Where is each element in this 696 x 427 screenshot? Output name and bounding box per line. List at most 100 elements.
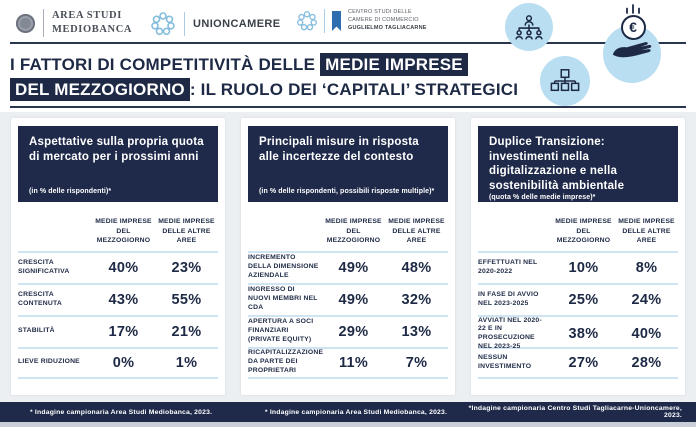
row-label: INGRESSO DI NUOVI MEMBRI NEL CDA bbox=[248, 286, 318, 311]
row-label: STABILITÀ bbox=[18, 327, 55, 335]
value-mezzogiorno: 11% bbox=[338, 354, 369, 371]
panels: Aspettative sulla propria quota di merca… bbox=[11, 118, 685, 395]
title-line2: DEL MEZZOGIORNO: IL RUOLO DEI ‘CAPITALI’… bbox=[10, 77, 518, 102]
table-row: NESSUN INVESTIMENTO 27% 28% bbox=[478, 346, 678, 379]
col-header-altre-aree: MEDIE IMPRESE DELLE ALTRE AREE bbox=[618, 218, 675, 245]
row-label: INCREMENTO DELLA DIMENSIONE AZIENDALE bbox=[248, 254, 319, 279]
data-table: MEDIE IMPRESE DEL MEZZOGIORNO MEDIE IMPR… bbox=[478, 217, 678, 379]
value-altre-aree: 7% bbox=[405, 354, 428, 371]
value-mezzogiorno: 49% bbox=[338, 291, 369, 308]
footnote-bar: * Indagine campionaria Area Studi Mediob… bbox=[0, 402, 696, 422]
bottom-strip bbox=[0, 422, 696, 427]
unioncamere-label: UNIONCAMERE bbox=[193, 18, 281, 30]
table-row: INCREMENTO DELLA DIMENSIONE AZIENDALE 49… bbox=[248, 250, 448, 283]
col-header-mezzogiorno: MEDIE IMPRESE DEL MEZZOGIORNO bbox=[325, 218, 382, 245]
falling-lines-icon bbox=[626, 4, 640, 14]
panel-misure-risposta: Principali misure in risposta alle incer… bbox=[241, 118, 455, 395]
row-label: NESSUN INVESTIMENTO bbox=[478, 353, 532, 370]
panel-heading-box: Aspettative sulla propria quota di merca… bbox=[18, 126, 218, 202]
header-rule bbox=[10, 42, 686, 44]
col-header-altre-aree: MEDIE IMPRESE DELLE ALTRE AREE bbox=[158, 218, 215, 245]
row-label: AVVIATI NEL 2020-22 E IN PROSECUZIONE NE… bbox=[478, 316, 542, 351]
value-mezzogiorno: 38% bbox=[568, 326, 599, 343]
panel-market-share: Aspettative sulla propria quota di merca… bbox=[11, 118, 225, 395]
people-hierarchy-badge bbox=[505, 3, 553, 51]
value-altre-aree: 23% bbox=[171, 259, 202, 276]
value-altre-aree: 8% bbox=[635, 259, 658, 276]
tagliacarne-line2: CAMERE DI COMMERCIO bbox=[348, 17, 419, 24]
panel-heading-box: Principali misure in risposta alle incer… bbox=[248, 126, 448, 202]
euro-symbol: € bbox=[629, 19, 637, 35]
table-row: AVVIATI NEL 2020-22 E IN PROSECUZIONE NE… bbox=[478, 314, 678, 350]
row-label: RICAPITALIZZAZIONE DA PARTE DEI PROPRIET… bbox=[248, 349, 324, 374]
value-altre-aree: 28% bbox=[631, 354, 662, 371]
value-mezzogiorno: 27% bbox=[568, 354, 599, 371]
mediobanca-logo-text: AREA STUDI MEDIOBANCA bbox=[52, 9, 132, 36]
panel-subtitle: (quota % delle medie imprese)* bbox=[489, 193, 596, 201]
divider bbox=[324, 9, 325, 33]
org-chart-icon bbox=[550, 68, 580, 91]
table-row: APERTURA A SOCI FINANZIARI (PRIVATE EQUI… bbox=[248, 314, 448, 347]
value-altre-aree: 1% bbox=[175, 354, 198, 371]
row-label: CRESCITA SIGNIFICATIVA bbox=[18, 258, 70, 275]
title-highlight1: MEDIE IMPRESE bbox=[320, 53, 468, 76]
value-altre-aree: 24% bbox=[631, 291, 662, 308]
logo-unioncamere: UNIONCAMERE bbox=[150, 11, 281, 37]
row-label: EFFETTUATI NEL 2020-2022 bbox=[478, 258, 538, 275]
title-highlight2: DEL MEZZOGIORNO bbox=[10, 78, 190, 101]
value-altre-aree: 48% bbox=[401, 259, 432, 276]
panel-title: Aspettative sulla propria quota di merca… bbox=[29, 136, 204, 163]
table-header-row: MEDIE IMPRESE DEL MEZZOGIORNO MEDIE IMPR… bbox=[478, 217, 678, 251]
tagliacarne-line1: CENTRO STUDI DELLE bbox=[348, 9, 412, 16]
table-row: IN FASE DI AVVIO NEL 2023-2025 25% 24% bbox=[478, 282, 678, 315]
panel-duplice-transizione: Duplice Transizione: investimenti nella … bbox=[471, 118, 685, 395]
col-header-mezzogiorno: MEDIE IMPRESE DEL MEZZOGIORNO bbox=[555, 218, 612, 245]
value-mezzogiorno: 29% bbox=[338, 323, 369, 340]
mediobanca-line1: AREA STUDI bbox=[52, 10, 122, 22]
page-title: I FATTORI DI COMPETITIVITÀ DELLE MEDIE IM… bbox=[10, 52, 518, 102]
logo-tagliacarne: CENTRO STUDI DELLE CAMERE DI COMMERCIO G… bbox=[296, 9, 427, 33]
title-plain2: : IL RUOLO DEI ‘CAPITALI’ STRATEGICI bbox=[189, 80, 519, 99]
value-altre-aree: 40% bbox=[631, 326, 662, 343]
col-header-mezzogiorno: MEDIE IMPRESE DEL MEZZOGIORNO bbox=[95, 218, 152, 245]
unioncamere-swirl-icon bbox=[151, 12, 175, 36]
table-row: EFFETTUATI NEL 2020-2022 10% 8% bbox=[478, 250, 678, 283]
title-line1: I FATTORI DI COMPETITIVITÀ DELLE MEDIE IM… bbox=[10, 52, 518, 77]
value-altre-aree: 21% bbox=[171, 323, 202, 340]
panel-subtitle: (in % delle rispondenti, possibili rispo… bbox=[259, 188, 435, 195]
data-table: MEDIE IMPRESE DEL MEZZOGIORNO MEDIE IMPR… bbox=[18, 217, 218, 379]
euro-coin-icon: € bbox=[620, 15, 646, 40]
panel-subtitle: (in % delle rispondenti)* bbox=[29, 188, 112, 195]
value-mezzogiorno: 25% bbox=[568, 291, 599, 308]
data-table: MEDIE IMPRESE DEL MEZZOGIORNO MEDIE IMPR… bbox=[248, 217, 448, 379]
mediobanca-emblem-icon bbox=[16, 13, 35, 33]
tagliacarne-swirl-icon bbox=[297, 11, 317, 31]
table-row: INGRESSO DI NUOVI MEMBRI NEL CDA 49% 32% bbox=[248, 282, 448, 315]
table-header-row: MEDIE IMPRESE DEL MEZZOGIORNO MEDIE IMPR… bbox=[248, 217, 448, 251]
spacer bbox=[478, 217, 552, 251]
row-label: CRESCITA CONTENUTA bbox=[18, 290, 62, 307]
title-rule bbox=[10, 106, 686, 108]
value-mezzogiorno: 49% bbox=[338, 259, 369, 276]
row-label: LIEVE RIDUZIONE bbox=[18, 358, 80, 366]
footnote-1: * Indagine campionaria Area Studi Mediob… bbox=[30, 408, 213, 416]
logo-mediobanca: AREA STUDI MEDIOBANCA bbox=[16, 9, 132, 37]
mediobanca-line2: MEDIOBANCA bbox=[52, 24, 133, 35]
table-row: RICAPITALIZZAZIONE DA PARTE DEI PROPRIET… bbox=[248, 346, 448, 379]
row-label: APERTURA A SOCI FINANZIARI (PRIVATE EQUI… bbox=[248, 318, 314, 343]
divider bbox=[184, 12, 185, 36]
panel-title: Principali misure in risposta alle incer… bbox=[259, 136, 419, 163]
table-row: STABILITÀ 17% 21% bbox=[18, 314, 218, 347]
footnote-2: * Indagine campionaria Area Studi Mediob… bbox=[264, 408, 448, 416]
panel-heading-box: Duplice Transizione: investimenti nella … bbox=[478, 126, 678, 202]
table-row: LIEVE RIDUZIONE 0% 1% bbox=[18, 346, 218, 379]
row-label: IN FASE DI AVVIO NEL 2023-2025 bbox=[478, 290, 539, 307]
table-row: CRESCITA CONTENUTA 43% 55% bbox=[18, 282, 218, 315]
tagliacarne-logo-text: CENTRO STUDI DELLE CAMERE DI COMMERCIO G… bbox=[348, 9, 427, 33]
value-altre-aree: 13% bbox=[401, 323, 432, 340]
people-hierarchy-icon bbox=[515, 14, 543, 40]
value-mezzogiorno: 40% bbox=[108, 259, 139, 276]
tagliacarne-line3: GUGLIELMO TAGLIACARNE bbox=[348, 24, 427, 31]
value-mezzogiorno: 43% bbox=[108, 291, 139, 308]
